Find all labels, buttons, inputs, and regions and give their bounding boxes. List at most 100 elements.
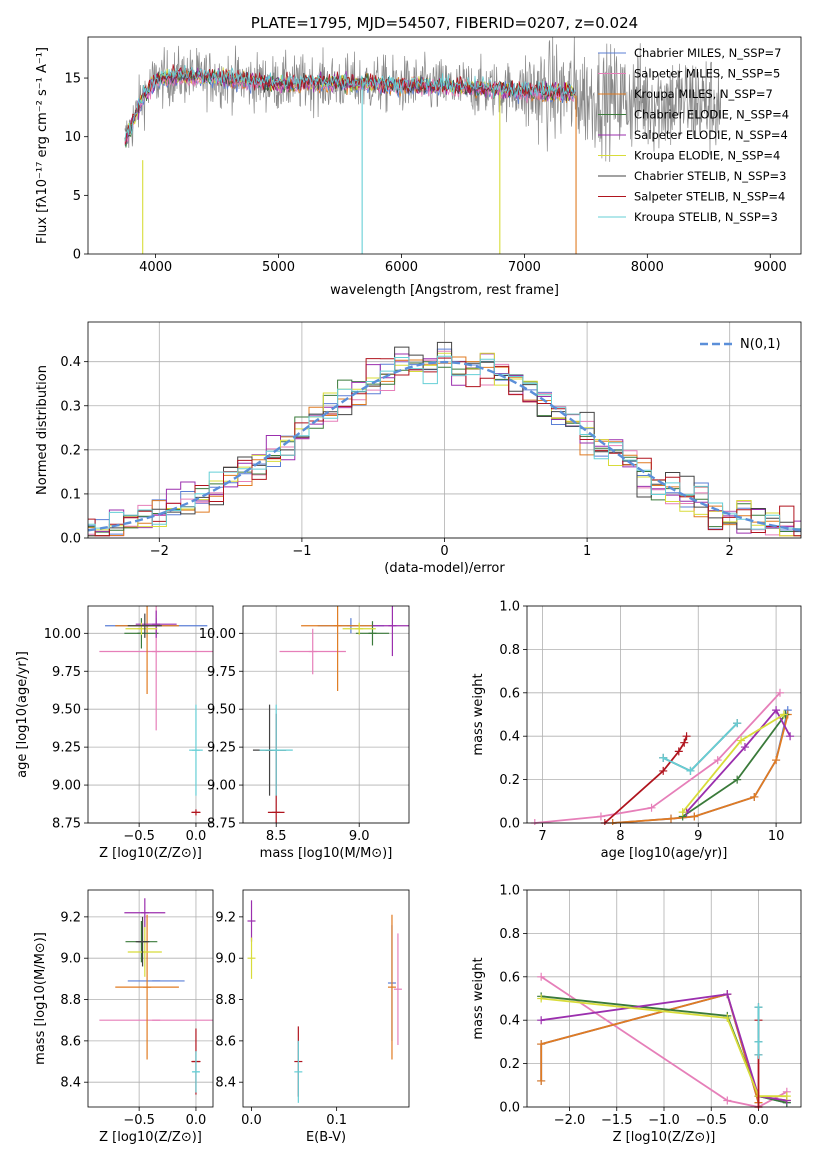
panel-5-xtick-label-0: −0.5 xyxy=(123,1113,155,1128)
weight-marker-8-1 xyxy=(754,1037,763,1046)
weight-marker-7-3 xyxy=(680,738,689,747)
weight-marker-5-3 xyxy=(782,1092,791,1101)
panel-7-xtick-label-2: −1.0 xyxy=(648,1113,680,1128)
weight-marker-7-2 xyxy=(674,747,683,756)
panel-6-xlabel: E(B-V) xyxy=(306,1130,346,1145)
panel-1-frame xyxy=(87,321,802,539)
weight-marker-4-1 xyxy=(723,990,732,999)
panel-0-xtick-label-0: 4000 xyxy=(139,260,172,275)
weight-marker-3-1 xyxy=(733,775,742,784)
weight-marker-1-0 xyxy=(537,972,546,981)
legend-label-2: Kroupa MILES, N_SSP=7 xyxy=(634,87,773,101)
weight-marker-5-0 xyxy=(678,808,687,817)
panel-4-plot-area xyxy=(530,688,795,825)
weight-marker-2-1 xyxy=(667,814,676,823)
panel-3-xtick-label-1: 9.0 xyxy=(349,829,370,844)
panel-3-plot-area xyxy=(252,606,409,823)
panel-4-xlabel: age [log10(age/yr)] xyxy=(601,846,728,861)
panel-7-xtick-label-4: 0.0 xyxy=(748,1113,769,1128)
weight-line-5 xyxy=(541,997,787,1098)
panel-0-frame xyxy=(87,36,802,255)
weight-marker-1-1 xyxy=(723,1096,732,1105)
panel-2-ytick-label-2: 9.25 xyxy=(52,741,81,756)
panel-4-xtick-label-1: 8 xyxy=(616,829,624,844)
panel-1-xtick-label-1: −1 xyxy=(292,544,311,559)
panel-6-ytick-label-3: 9.0 xyxy=(215,952,236,967)
panel-0-xtick-label-4: 8000 xyxy=(631,260,664,275)
panel-0-ytick-label-1: 5 xyxy=(73,189,81,204)
panel-3-ytick-label-1: 9.00 xyxy=(207,779,236,794)
panel-4-xtick-label-0: 7 xyxy=(538,829,546,844)
panel-7-ytick-label-0: 0.0 xyxy=(499,1101,520,1116)
residual-histogram-0 xyxy=(88,348,801,535)
residual-histogram-6 xyxy=(88,341,801,537)
weight-marker-5-2 xyxy=(779,710,788,719)
weight-marker-4-3 xyxy=(786,732,795,741)
figure-title: PLATE=1795, MJD=54507, FIBERID=0207, z=0… xyxy=(251,14,638,32)
panel-0-ytick-label-0: 0 xyxy=(73,248,81,263)
panel-2-ytick-label-0: 8.75 xyxy=(52,817,81,832)
weight-line-1 xyxy=(534,692,781,824)
spectrum-observed-line xyxy=(124,37,722,162)
panel-6-ytick-label-4: 9.2 xyxy=(215,910,236,925)
weight-marker-5-1 xyxy=(737,736,746,745)
panel-2-ytick-label-3: 9.50 xyxy=(52,703,81,718)
panel-7-xtick-label-0: −2.0 xyxy=(554,1113,586,1128)
weight-marker-1-3 xyxy=(713,756,722,765)
panel-1-ylabel: Normed distribution xyxy=(35,365,50,495)
panel-3-ytick-label-4: 9.75 xyxy=(207,665,236,680)
panel-7-ytick-label-5: 1.0 xyxy=(499,884,520,899)
panel-5-ytick-label-0: 8.4 xyxy=(60,1076,81,1091)
weight-marker-8-2 xyxy=(733,719,742,728)
panel-1-ytick-label-1: 0.1 xyxy=(60,487,81,502)
panel-1-xtick-label-2: 0 xyxy=(440,544,448,559)
panel-7-xlabel: Z [log10(Z/Z⊙)] xyxy=(613,1130,716,1145)
panel-2-ytick-label-5: 10.00 xyxy=(44,627,81,642)
panel-1-ytick-label-0: 0.0 xyxy=(60,532,81,547)
legend-label-5: Kroupa ELODIE, N_SSP=4 xyxy=(634,149,780,163)
weight-marker-2-1 xyxy=(537,1040,546,1049)
weight-marker-1-4 xyxy=(775,688,784,697)
panel-0-ytick-label-3: 15 xyxy=(64,72,81,87)
panel-5-ytick-label-2: 8.8 xyxy=(60,993,81,1008)
panel-4-ytick-label-0: 0.0 xyxy=(499,817,520,832)
weight-marker-4-1 xyxy=(740,743,749,752)
panel-7-ytick-label-4: 0.8 xyxy=(499,927,520,942)
panel-7-xtick-label-3: −0.5 xyxy=(695,1113,727,1128)
weight-marker-7-1 xyxy=(659,766,668,775)
panel-4-xtick-label-3: 10 xyxy=(768,829,785,844)
panel-4-ytick-label-5: 1.0 xyxy=(499,600,520,615)
weight-line-4 xyxy=(541,993,787,1102)
panel-0-xtick-label-3: 7000 xyxy=(508,260,541,275)
panel-1-xlabel: (data-model)/error xyxy=(384,561,505,576)
panel-4-ytick-label-4: 0.8 xyxy=(499,643,520,658)
panel-7-ylabel: mass weight xyxy=(471,957,486,1039)
panel-7-ytick-label-2: 0.4 xyxy=(499,1014,520,1029)
panel-2-xtick-label-1: 0.0 xyxy=(186,829,207,844)
weight-marker-8-2 xyxy=(754,1050,763,1059)
weight-marker-4-0 xyxy=(537,1016,546,1025)
legend-label-7: Salpeter STELIB, N_SSP=4 xyxy=(634,190,785,204)
panel-7-plot-area xyxy=(537,972,791,1109)
weight-marker-1-2 xyxy=(647,803,656,812)
weight-marker-2-3 xyxy=(750,792,759,801)
panel-2-xtick-label-0: −0.5 xyxy=(123,829,155,844)
panel-0-xtick-label-5: 9000 xyxy=(754,260,787,275)
weight-marker-8-0 xyxy=(754,1003,763,1012)
legend-label-4: Salpeter ELODIE, N_SSP=4 xyxy=(634,128,788,142)
panel-6-ytick-label-1: 8.6 xyxy=(215,1034,236,1049)
panel-5-ytick-label-3: 9.0 xyxy=(60,952,81,967)
panel-1-xtick-label-3: 1 xyxy=(583,544,591,559)
panel-0-xtick-label-1: 5000 xyxy=(262,260,295,275)
panel-0-xlabel: wavelength [Angstrom, rest frame] xyxy=(330,283,559,298)
panel-6-ytick-label-0: 8.4 xyxy=(215,1076,236,1091)
panel-1-ytick-label-2: 0.2 xyxy=(60,443,81,458)
legend-label-gaussian: N(0,1) xyxy=(740,337,781,352)
legend-label-1: Salpeter MILES, N_SSP=5 xyxy=(634,67,780,81)
panel-4-ytick-label-2: 0.4 xyxy=(499,730,520,745)
panel-5-xtick-label-1: 0.0 xyxy=(186,1113,207,1128)
panel-2-frame xyxy=(87,605,214,824)
panel-7-ytick-label-3: 0.6 xyxy=(499,970,520,985)
weight-marker-8-1 xyxy=(686,766,695,775)
